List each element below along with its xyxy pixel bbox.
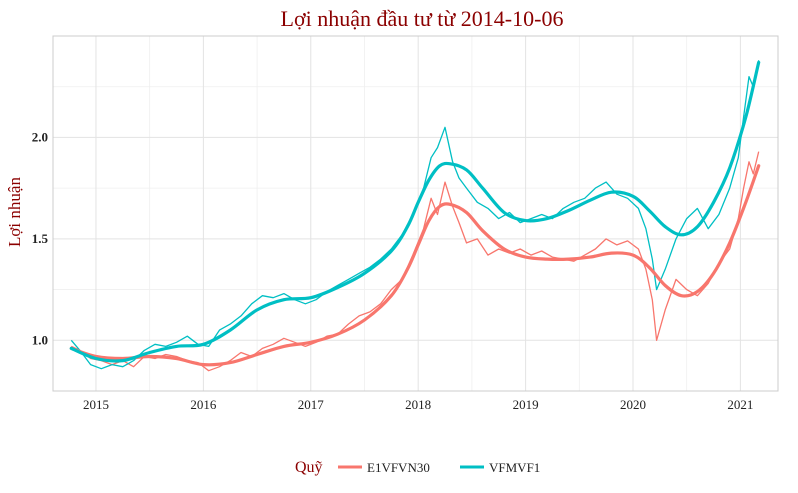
series-raw-vfmvf1: [70, 60, 760, 370]
legend-title: Quỹ: [295, 459, 323, 476]
legend: Quỹ E1VFVN30 VFMVF1: [295, 459, 540, 476]
legend-label-e1vfvn30: E1VFVN30: [367, 460, 430, 475]
y-axis-label: Lợi nhuận: [5, 177, 24, 247]
x-tick-label: 2018: [405, 397, 431, 412]
y-tick-label: 1.5: [32, 231, 49, 246]
y-tick-labels: 1.0 1.5 2.0: [32, 129, 49, 347]
series-raw-e1vfvn30: [71, 151, 760, 372]
y-tick-label: 2.0: [32, 129, 48, 144]
x-tick-labels: 2015 2016 2017 2018 2019 2020 2021: [83, 397, 753, 412]
series-layer: [69, 60, 761, 372]
x-tick-label: 2021: [727, 397, 753, 412]
grid: [53, 36, 778, 392]
x-tick-label: 2015: [83, 397, 109, 412]
series-trend-e1vfvn30: [69, 164, 761, 367]
x-tick-label: 2019: [513, 397, 539, 412]
chart-title: Lợi nhuận đầu tư từ 2014-10-06: [281, 6, 564, 31]
series-trend-vfmvf1: [69, 60, 761, 363]
y-tick-label: 1.0: [32, 332, 48, 347]
x-tick-label: 2016: [190, 397, 217, 412]
legend-label-vfmvf1: VFMVF1: [489, 460, 540, 475]
x-tick-label: 2020: [620, 397, 646, 412]
x-tick-label: 2017: [298, 397, 325, 412]
plot-frame: [52, 35, 779, 392]
